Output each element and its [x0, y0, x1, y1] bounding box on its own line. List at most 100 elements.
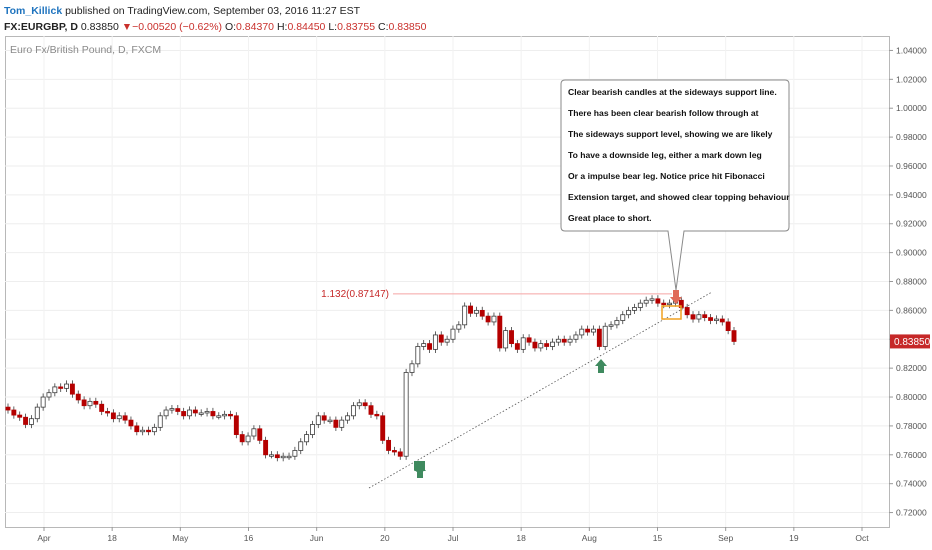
candle-up	[280, 455, 286, 459]
candle-down	[81, 399, 87, 407]
candle-down	[374, 413, 380, 417]
candle-up	[310, 424, 315, 435]
candle-up	[591, 328, 596, 333]
candle-down	[23, 416, 29, 425]
candle-down	[210, 411, 216, 417]
candle-up	[520, 337, 526, 350]
candle-up	[64, 383, 69, 389]
x-tick-label: 18	[107, 533, 117, 543]
candle-down	[5, 406, 11, 411]
candle-up	[304, 434, 310, 443]
y-tick-label: 0.92000	[896, 219, 927, 229]
candle-up	[538, 343, 544, 349]
candle-up	[286, 455, 292, 459]
x-tick-label: 20	[380, 533, 390, 543]
x-tick-label: 18	[516, 533, 526, 543]
x-tick-label: 19	[789, 533, 799, 543]
candle-down	[479, 309, 485, 317]
candle-up	[204, 411, 210, 414]
price-chart[interactable]: Euro Fx/British Pound, D, FXCM 1.040001.…	[0, 36, 932, 550]
candle-down	[175, 408, 181, 412]
candle-up	[632, 307, 637, 311]
candle-down	[397, 451, 403, 457]
candle-up	[327, 419, 333, 423]
x-tick-label: Oct	[855, 533, 869, 543]
candle-down	[257, 428, 263, 441]
y-axis: 1.04000 1.02000 1.00000 0.98000 0.96000 0.940…	[889, 45, 927, 518]
x-tick-label: May	[172, 533, 189, 543]
candle-down	[386, 439, 392, 451]
candle-down	[11, 409, 17, 416]
svg-text:0.83850: 0.83850	[894, 337, 931, 348]
x-tick-label: Sep	[718, 533, 733, 543]
candle-up	[116, 415, 122, 420]
candle-down	[239, 434, 245, 443]
x-tick-label: 15	[653, 533, 663, 543]
candle-down	[110, 412, 116, 420]
down-arrow-icon: ▼	[121, 21, 133, 33]
candle-down	[655, 298, 661, 304]
candle-up	[696, 314, 702, 320]
candle-up	[555, 338, 561, 343]
candle-up	[643, 299, 649, 304]
y-tick-label: 0.80000	[896, 392, 927, 402]
x-tick-label: Apr	[37, 533, 50, 543]
y-tick-label: 1.02000	[896, 74, 927, 84]
candle-up	[187, 409, 192, 417]
low-label: L:	[328, 21, 338, 33]
candle-up	[34, 406, 40, 420]
publish-info: Tom_Killick published on TradingView.com…	[4, 5, 360, 17]
candle-up	[667, 302, 673, 306]
candle-up	[157, 415, 163, 428]
y-tick-label: 1.00000	[896, 103, 927, 113]
y-tick-label: 0.88000	[896, 277, 927, 287]
candle-down	[380, 415, 386, 441]
candles	[5, 295, 737, 462]
candle-down	[708, 317, 714, 321]
candle-up	[473, 309, 479, 314]
author-link[interactable]: Tom_Killick	[4, 5, 63, 17]
candle-up	[315, 415, 321, 425]
candle-up	[151, 426, 157, 433]
open-label: O:	[224, 21, 237, 33]
candle-up	[432, 334, 438, 350]
candle-down	[181, 411, 187, 417]
annotation-line: Great place to short.	[568, 213, 652, 223]
candle-down	[122, 415, 128, 421]
x-tick-label: 16	[244, 533, 254, 543]
candle-down	[596, 328, 602, 347]
close-value: 0.83850	[388, 21, 427, 33]
candle-up	[87, 400, 93, 407]
candle-up	[713, 318, 719, 321]
candle-down	[391, 450, 397, 453]
candle-up	[614, 320, 620, 326]
candle-down	[146, 429, 151, 433]
candle-down	[427, 343, 432, 350]
candle-down	[99, 403, 105, 412]
candle-down	[75, 393, 81, 401]
annotation-line: To have a downside leg, either a mark do…	[568, 150, 762, 160]
annotation-line: Or a impulse bear leg. Notice price hit …	[568, 171, 765, 181]
y-tick-label: 0.96000	[896, 161, 927, 171]
candle-up	[403, 372, 409, 457]
candle-up	[421, 343, 427, 347]
candle-up	[269, 454, 274, 457]
low-value: 0.83755	[337, 21, 376, 33]
candle-down	[134, 425, 140, 433]
x-tick-label: Jun	[310, 533, 324, 543]
chart-title: Euro Fx/British Pound, D, FXCM	[10, 44, 161, 56]
candle-up	[298, 441, 304, 451]
chart-header: Tom_Killick published on TradingView.com…	[0, 0, 932, 36]
candle-up	[292, 450, 298, 457]
red-arrow-icon	[670, 290, 682, 304]
annotation-callout: Clear bearish candles at the sideways su…	[560, 79, 790, 291]
green-arrow-icon	[595, 359, 607, 373]
y-tick-label: 0.78000	[896, 421, 927, 431]
x-tick-label: Aug	[582, 533, 597, 543]
candle-down	[333, 419, 339, 428]
high-label: H:	[276, 21, 288, 33]
candle-down	[233, 415, 239, 435]
candle-down	[228, 413, 233, 417]
y-tick-label: 0.90000	[896, 248, 927, 258]
candle-up	[491, 315, 497, 323]
